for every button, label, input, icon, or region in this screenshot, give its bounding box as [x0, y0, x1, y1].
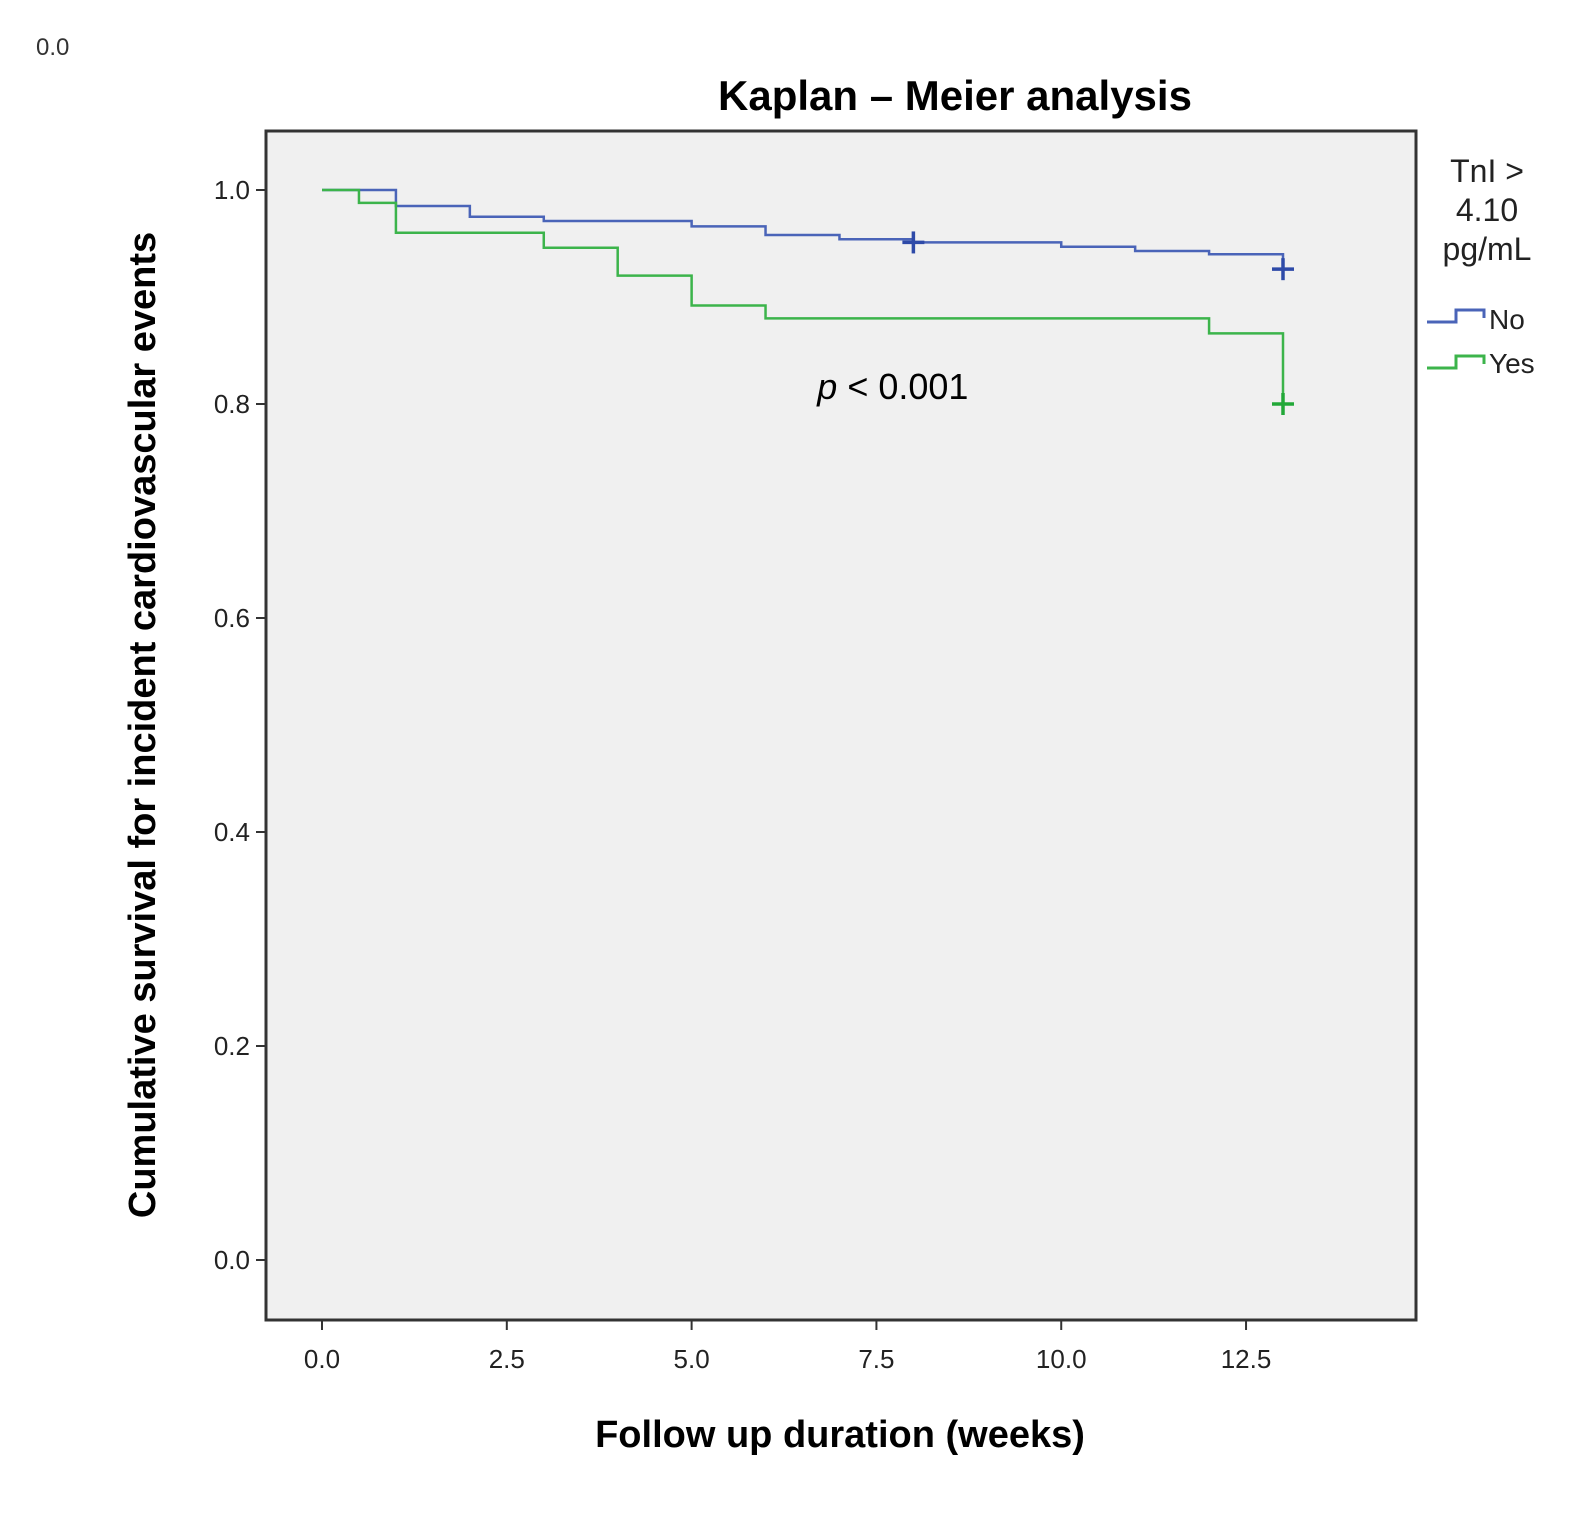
- chart-title: Kaplan – Meier analysis: [718, 72, 1192, 119]
- y-axis-ticks: 0.0 0.2 0.4 0.6 0.8 1.0: [214, 175, 266, 1275]
- x-axis-title: Follow up duration (weeks): [595, 1414, 1085, 1456]
- y-axis-title: Cumulative survival for incident cardiov…: [122, 232, 164, 1218]
- censor-mark-no-1: [1272, 258, 1294, 281]
- legend-swatch-no: [1427, 308, 1486, 324]
- censor-mark-yes-0: [1272, 393, 1294, 415]
- x-axis-ticks: 0.0 2.5 5.0 7.5 10.0 12.5: [304, 1320, 1271, 1374]
- y-tick-label-0.8: 0.8: [214, 389, 250, 419]
- x-tick-label-2.5: 2.5: [489, 1344, 525, 1374]
- x-tick-label-5.0: 5.0: [674, 1344, 710, 1374]
- legend-title-line-1: TnI >: [1450, 153, 1524, 189]
- legend: TnI > 4.10 pg/mL No Yes: [1427, 153, 1535, 379]
- y-tick-label-0.6: 0.6: [214, 603, 250, 633]
- x-tick-label-10.0: 10.0: [1036, 1344, 1087, 1374]
- y-tick-label-1.0: 1.0: [214, 175, 250, 205]
- censor-mark-no-0: [902, 231, 925, 254]
- x-tick-label-0.0: 0.0: [304, 1344, 340, 1374]
- legend-title-line-2: 4.10: [1456, 192, 1518, 228]
- plot-area: [264, 129, 1418, 1322]
- series-line-no: [322, 188, 1285, 270]
- x-tick-label-12.5: 12.5: [1221, 1344, 1272, 1374]
- stray-tick-label: 0.0: [36, 34, 70, 61]
- legend-label-yes: Yes: [1489, 348, 1535, 379]
- y-tick-label-0.0: 0.0: [214, 1245, 250, 1275]
- p-value-text: < 0.001: [837, 366, 968, 407]
- series-line-yes: [322, 188, 1285, 404]
- p-value-annotation: p < 0.001: [816, 366, 968, 407]
- legend-swatch-yes: [1427, 354, 1486, 370]
- series-layer: [322, 188, 1294, 415]
- x-tick-label-7.5: 7.5: [858, 1344, 894, 1374]
- legend-title-line-3: pg/mL: [1443, 231, 1532, 267]
- y-tick-label-0.4: 0.4: [214, 817, 250, 847]
- legend-label-no: No: [1489, 304, 1525, 335]
- p-value-italic: p: [816, 366, 837, 407]
- y-tick-label-0.2: 0.2: [214, 1031, 250, 1061]
